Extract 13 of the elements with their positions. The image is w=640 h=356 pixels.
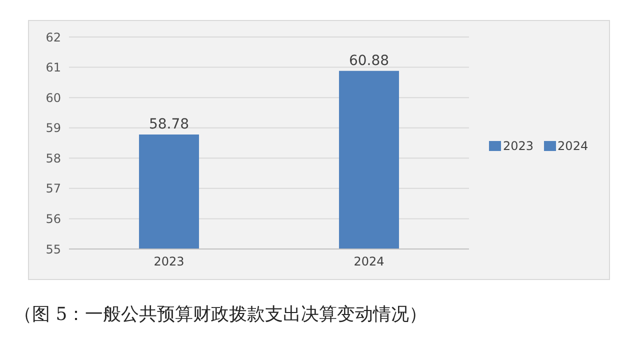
y-tick-label: 60 bbox=[46, 90, 61, 105]
y-tick-label: 61 bbox=[46, 60, 61, 75]
y-tick-label: 55 bbox=[46, 242, 61, 256]
y-tick-label: 57 bbox=[46, 182, 61, 196]
legend-label: 2024 bbox=[558, 139, 588, 153]
data-label: 60.88 bbox=[348, 52, 390, 69]
text: （图 5：一般公共预算财政拨款支出决算变动情况） bbox=[14, 303, 428, 326]
legend-label: 2023 bbox=[503, 139, 534, 153]
data-label: 58.78 bbox=[148, 116, 190, 133]
y-tick-label: 62 bbox=[46, 30, 61, 44]
y-tick-label: 59 bbox=[46, 121, 61, 136]
y-tick-label: 58 bbox=[46, 151, 61, 166]
y-tick-label: 56 bbox=[46, 212, 61, 226]
